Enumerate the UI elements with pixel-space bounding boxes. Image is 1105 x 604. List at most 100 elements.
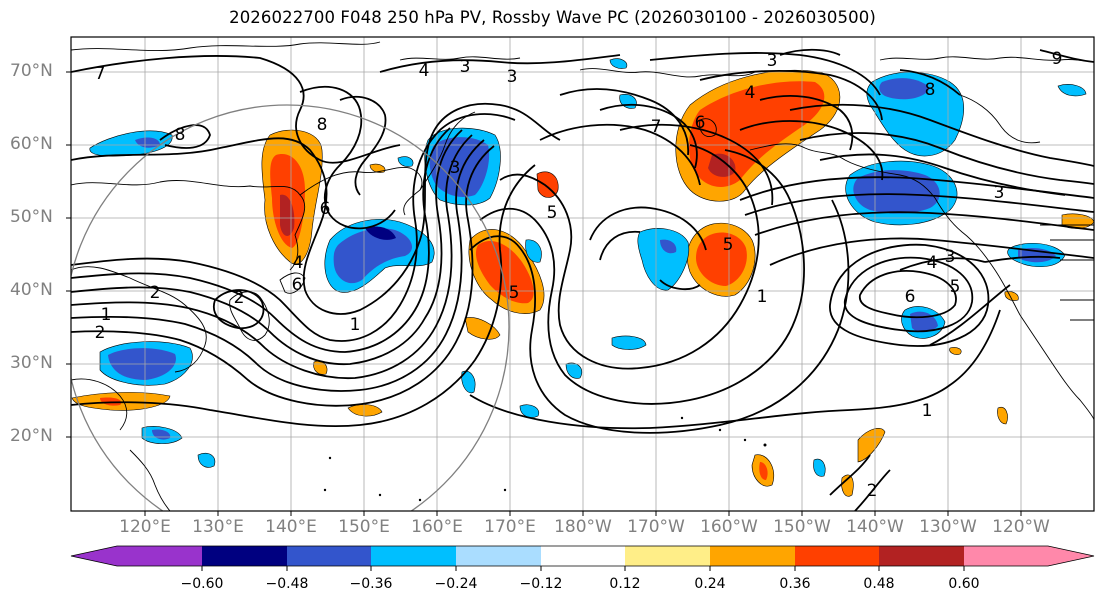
colorbar-tick-label: −0.12 bbox=[519, 576, 563, 592]
lon-label: 150°W bbox=[773, 517, 831, 537]
lat-label: 50°N bbox=[10, 207, 53, 227]
contour-label: 5 bbox=[723, 235, 734, 255]
negative-anomaly-small-14 bbox=[565, 362, 583, 379]
negative-anomaly-kuril bbox=[324, 219, 435, 293]
colorbar-segment bbox=[287, 546, 371, 566]
contour-2-circle bbox=[212, 289, 265, 330]
island-dots bbox=[323, 416, 767, 502]
contour-label: 6 bbox=[292, 275, 303, 295]
contour-label: 5 bbox=[547, 203, 558, 223]
contour-label: 9 bbox=[1052, 49, 1063, 69]
colorbar-segment bbox=[371, 546, 456, 566]
colorbar-extend-high bbox=[1048, 546, 1094, 566]
positive-anomaly-west-japan-sea bbox=[261, 129, 323, 265]
contour-label: 5 bbox=[509, 283, 520, 303]
contour-3-north bbox=[379, 54, 621, 73]
colorbar-segment bbox=[117, 546, 202, 566]
positive-anomaly-small-9 bbox=[841, 474, 854, 497]
colorbar-tick-label: 0.36 bbox=[779, 576, 811, 592]
lon-label: 140°W bbox=[846, 517, 904, 537]
contour-label: 3 bbox=[507, 67, 518, 87]
contour-label: 3 bbox=[945, 247, 956, 267]
contour-label: 8 bbox=[925, 80, 936, 100]
lat-label: 20°N bbox=[10, 426, 53, 446]
colorbar-outline bbox=[70, 545, 1095, 567]
map-title: 2026022700 F048 250 hPa PV, Rossby Wave … bbox=[229, 8, 876, 27]
contour-label: 3 bbox=[450, 158, 461, 178]
lon-label: 180°W bbox=[554, 517, 612, 537]
contour-label: 4 bbox=[293, 253, 304, 273]
negative-anomaly-gulf-alaska bbox=[845, 160, 958, 226]
negative-anomaly-small-11 bbox=[609, 58, 628, 69]
negative-anomaly-midpac bbox=[637, 228, 690, 291]
contour-1-east bbox=[469, 309, 1001, 430]
colorbar-extend-low bbox=[71, 546, 117, 566]
axis-ticks bbox=[66, 71, 1022, 516]
lon-label: 130°W bbox=[919, 517, 977, 537]
positive-anomaly-small-11 bbox=[1004, 291, 1019, 301]
contour-label: 1 bbox=[101, 305, 112, 325]
rossby-circle bbox=[71, 104, 510, 511]
lon-label: 140°E bbox=[265, 517, 317, 537]
lon-label: 120°W bbox=[992, 517, 1050, 537]
contour-label: 3 bbox=[767, 51, 778, 71]
contour-6-east bbox=[858, 270, 957, 319]
colorbar bbox=[70, 545, 1095, 571]
contour-1-west bbox=[71, 139, 485, 392]
colorbar-tick-label: −0.24 bbox=[434, 576, 478, 592]
contour-label: 4 bbox=[745, 83, 756, 103]
contour-label: 2 bbox=[234, 288, 245, 308]
positive-anomaly-small-12 bbox=[997, 406, 1008, 425]
negative-anomaly-small-9 bbox=[525, 239, 542, 263]
contour-8-east bbox=[899, 69, 961, 96]
contour-label: 4 bbox=[419, 61, 430, 81]
contour-8-west bbox=[159, 124, 211, 149]
positive-anomaly-small-2 bbox=[464, 317, 501, 340]
positive-anomaly-small-15 bbox=[949, 347, 962, 355]
contour-label: 1 bbox=[922, 401, 933, 421]
positive-anomaly-small-5 bbox=[347, 404, 383, 417]
contour-label: 7 bbox=[95, 64, 106, 84]
negative-anomaly-small-8 bbox=[519, 404, 540, 418]
colorbar-segment bbox=[795, 546, 879, 566]
negative-anomaly-small-15 bbox=[397, 156, 414, 167]
contour-label: 8 bbox=[175, 125, 186, 145]
colorbar-segment bbox=[456, 546, 541, 566]
positive-anomaly-dateline bbox=[468, 229, 545, 314]
colorbar-tick-label: 0.48 bbox=[863, 576, 895, 592]
lon-label: 160°W bbox=[700, 517, 758, 537]
contour-label: 6 bbox=[695, 113, 706, 133]
negative-anomaly-small-10 bbox=[619, 94, 637, 109]
contour-label: 3 bbox=[994, 183, 1005, 203]
contour-label: 1 bbox=[757, 287, 768, 307]
negative-anomaly-sw-us bbox=[1007, 242, 1066, 268]
contour-label-group: 7 4 3 3 8 9 8 4 7 6 3 3 3 3 5 5 5 5 6 6 … bbox=[95, 49, 1063, 501]
colorbar-tick-label: 0.12 bbox=[609, 576, 641, 592]
colorbar-tick-label: −0.48 bbox=[265, 576, 309, 592]
negative-anomaly-small-1 bbox=[89, 130, 173, 157]
colorbar-segment bbox=[202, 546, 287, 566]
negative-anomaly-japan bbox=[99, 341, 193, 386]
negative-anomaly-small-5 bbox=[197, 452, 216, 468]
contour-label: 3 bbox=[460, 57, 471, 77]
lat-label: 40°N bbox=[10, 280, 53, 300]
contour-label: 5 bbox=[950, 277, 961, 297]
coastlines bbox=[71, 41, 1094, 511]
contour-4-east bbox=[899, 257, 986, 271]
contour-label: 4 bbox=[927, 253, 938, 273]
contour-label: 1 bbox=[350, 315, 361, 335]
colorbar-tick-label: 0.24 bbox=[694, 576, 726, 592]
colorbar-segment bbox=[541, 546, 625, 566]
pv-contours bbox=[71, 48, 1094, 511]
contour-label: 7 bbox=[651, 117, 662, 137]
colorbar-tick-label: −0.60 bbox=[180, 576, 224, 592]
lon-label: 160°E bbox=[411, 517, 463, 537]
contour-2-west bbox=[71, 145, 495, 407]
lon-label: 170°W bbox=[627, 517, 685, 537]
lat-label: 30°N bbox=[10, 353, 53, 373]
colorbar-segment bbox=[879, 546, 964, 566]
contour-label: 6 bbox=[320, 199, 331, 219]
positive-anomaly-small-14 bbox=[369, 163, 386, 173]
lat-label: 60°N bbox=[10, 134, 53, 154]
